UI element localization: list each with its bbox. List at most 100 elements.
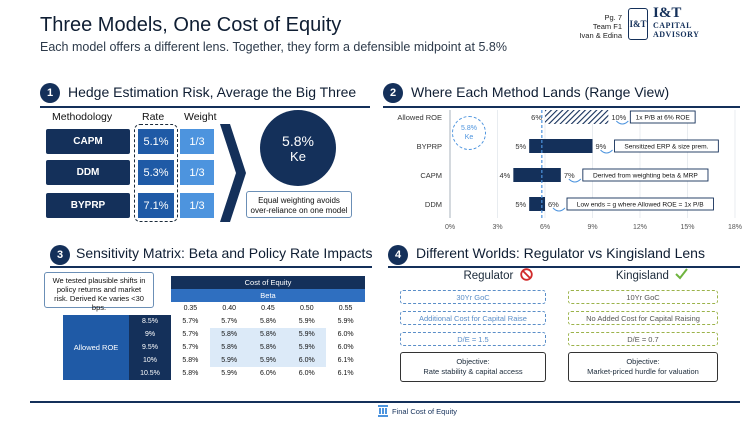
- x-tick-label: 15%: [680, 224, 694, 231]
- chevron-right-icon: [220, 124, 246, 222]
- logo-mark: I&T: [628, 8, 648, 40]
- footer-rule: [30, 401, 740, 403]
- beta-col: 0.45: [261, 305, 275, 312]
- value-cell: 6.1%: [337, 370, 354, 377]
- category-label: DDM: [425, 200, 442, 209]
- range-bar: [545, 110, 609, 124]
- section3-rule: [50, 266, 372, 268]
- low-label: 4%: [499, 171, 510, 180]
- value-cell: 5.9%: [287, 328, 327, 341]
- value-cell: 5.9%: [298, 318, 315, 325]
- range-bar: [529, 139, 593, 153]
- value-cell: 5.9%: [337, 318, 354, 325]
- beta-col: 0.40: [222, 305, 236, 312]
- logo-line3: ADVISORY: [653, 30, 700, 39]
- sensitivity-matrix: Cost of Equity Beta 0.35 0.40 0.45 0.50 …: [63, 276, 365, 380]
- value-cell: 5.8%: [182, 357, 199, 364]
- section2-title: Where Each Method Lands (Range View): [411, 84, 670, 100]
- kingisland-objective: Objective: Market-priced hurdle for valu…: [568, 352, 718, 382]
- weighting-note: Equal weighting avoids over-reliance on …: [246, 191, 352, 218]
- table-title: Cost of Equity: [171, 276, 365, 289]
- value-cell: 5.9%: [248, 354, 288, 367]
- page-title: Three Models, One Cost of Equity: [40, 14, 342, 36]
- sensitivity-note: We tested plausible shifts in policy ret…: [44, 272, 154, 312]
- regulator-objective: Objective: Rate stability & capital acce…: [400, 352, 546, 382]
- ke-result-circle: 5.8% Ke: [260, 110, 336, 186]
- value-cell: 5.8%: [248, 328, 288, 341]
- annotation-box: [629, 110, 696, 124]
- logo-text: I&T CAPITAL ADVISORY: [653, 5, 743, 40]
- range-chart: 0% 3% 6% 9% 12% 15% 18% Allowed ROE 6% 10% 1x P/B …: [397, 110, 742, 231]
- x-tick-label: 18%: [728, 224, 742, 231]
- value-cell: 6.0%: [298, 370, 315, 377]
- range-bar: [513, 168, 561, 182]
- sensitivity-table: Cost of Equity Beta 0.35 0.40 0.45 0.50 …: [63, 276, 365, 380]
- footer-label: Final Cost of Equity: [392, 407, 458, 416]
- row-header-allowed-roe: Allowed ROE: [63, 315, 129, 380]
- annotation-text: Derived from weighting beta & MRP: [593, 173, 698, 180]
- section3-title: Sensitivity Matrix: Beta and Policy Rate…: [76, 245, 373, 261]
- ke-marker-label: Ke: [464, 134, 474, 141]
- high-label: 10%: [611, 113, 626, 122]
- high-label: 7%: [564, 171, 575, 180]
- method-ddm: DDM: [46, 160, 130, 185]
- rate-capm: 5.1%: [138, 129, 174, 154]
- value-cell: 5.8%: [248, 341, 288, 354]
- method-byprp: BYPRP: [46, 193, 130, 218]
- regulator-item: D/E = 1.5: [400, 332, 546, 346]
- x-tick-label: 3%: [492, 224, 502, 231]
- x-tick-label: 12%: [633, 224, 647, 231]
- col-rate: Rate: [142, 111, 165, 123]
- beta-col: 0.50: [299, 305, 314, 312]
- value-cell: 5.8%: [209, 328, 249, 341]
- category-label: Allowed ROE: [397, 113, 442, 122]
- high-label: 6%: [548, 200, 559, 209]
- annotation-box: [582, 168, 709, 182]
- x-tick-label: 9%: [587, 224, 597, 231]
- value-cell: 5.8%: [209, 341, 249, 354]
- value-cell: 5.7%: [221, 318, 238, 325]
- kingisland-heading: Kingisland: [592, 268, 712, 282]
- weight-capm: 1/3: [180, 129, 214, 154]
- logo-line1: I&T: [653, 5, 682, 21]
- low-label: 6%: [531, 113, 542, 122]
- section4-title: Different Worlds: Regulator vs Kingislan…: [416, 245, 705, 261]
- authors-label: Ivan & Edina: [579, 31, 622, 40]
- table-row: 9% 5.7% 5.8% 5.8% 5.9% 6.0%: [63, 328, 365, 341]
- value-cell: 6.0%: [337, 344, 354, 351]
- regulator-name: Regulator: [463, 270, 514, 282]
- kingisland-name: Kingisland: [615, 270, 669, 282]
- roe-cell: 8.5%: [129, 315, 171, 328]
- regulator-objective-text: Rate stability & capital access: [423, 367, 523, 376]
- value-cell: 5.8%: [182, 370, 199, 377]
- value-cell: 5.7%: [182, 331, 199, 338]
- x-tick-label: 6%: [540, 224, 550, 231]
- rate-byprp: 7.1%: [138, 193, 174, 218]
- value-cell: 5.9%: [209, 354, 249, 367]
- annotation-box: [614, 139, 719, 153]
- regulator-heading: Regulator: [448, 268, 548, 282]
- x-tick-label: 0%: [445, 224, 455, 231]
- roe-cell: 9%: [129, 328, 171, 341]
- ke-marker-bubble: 5.8% Ke: [452, 116, 486, 150]
- table-row: 10% 5.8% 5.9% 5.9% 6.0% 6.1%: [63, 354, 365, 367]
- low-label: 5%: [515, 142, 526, 151]
- ke-result-label: Ke: [290, 148, 306, 164]
- beta-label: Beta: [171, 289, 365, 302]
- regulator-objective-label: Objective:: [456, 357, 490, 366]
- table-row: Allowed ROE 8.5% 5.7% 5.7% 5.8% 5.9% 5.9…: [63, 315, 365, 380]
- page-meta: Pg. 7 Team F1 Ivan & Edina: [579, 13, 622, 40]
- section1-rule: [40, 106, 370, 108]
- beta-col: 0.35: [183, 305, 198, 312]
- value-cell: 6.0%: [287, 354, 327, 367]
- value-cell: 6.0%: [337, 331, 354, 338]
- page-subtitle: Each model offers a different lens. Toge…: [40, 40, 507, 54]
- high-label: 9%: [596, 142, 607, 151]
- section1-number: 1: [40, 83, 60, 103]
- weight-ddm: 1/3: [180, 160, 214, 185]
- logo-line2: CAPITAL: [653, 21, 692, 30]
- table-row: 9.5% 5.7% 5.8% 5.8% 5.9% 6.0%: [63, 341, 365, 354]
- section4-number: 4: [388, 245, 408, 265]
- value-cell: 5.7%: [182, 318, 199, 325]
- section1-title: Hedge Estimation Risk, Average the Big T…: [68, 84, 357, 100]
